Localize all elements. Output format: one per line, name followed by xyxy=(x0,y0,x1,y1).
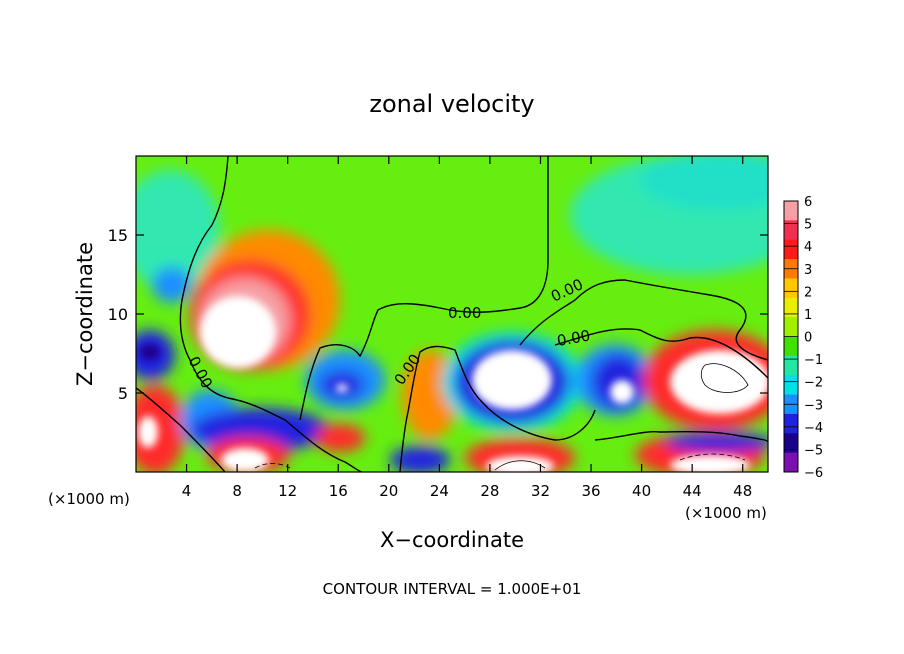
x-tick-label-3: 16 xyxy=(329,482,348,500)
y-tick-label-1: 10 xyxy=(108,305,128,324)
colorbar-swatch-6 xyxy=(784,317,798,337)
colorbar-label-4: 2 xyxy=(804,285,812,300)
colorbar: 6 5 4 3 2 1 0 −1 −2 −3 −4 −5 −6 xyxy=(783,195,823,481)
colorbar-label-6: 0 xyxy=(804,331,812,346)
colorbar-label-7: −1 xyxy=(804,353,823,368)
colorbar-swatch-12 xyxy=(784,433,798,454)
colorbar-label-12: −6 xyxy=(804,466,823,481)
x-tick-label-7: 32 xyxy=(531,482,550,500)
colorbar-swatch-1 xyxy=(784,220,798,241)
core-white-mid-small xyxy=(336,384,348,392)
colorbar-swatch-0 xyxy=(784,201,798,221)
core-white-bottom-b xyxy=(486,456,554,472)
chart-title: zonal velocity xyxy=(369,90,534,118)
core-white-bottom-c xyxy=(670,455,750,472)
colorbar-label-9: −3 xyxy=(804,398,823,413)
contour-line-dashed-b xyxy=(679,453,746,461)
core-white-bottom-a xyxy=(221,448,269,472)
contour-line-thin-right xyxy=(700,363,749,393)
colorbar-label-10: −4 xyxy=(804,421,823,436)
core-white-mid xyxy=(472,350,552,410)
colorbar-swatch-2 xyxy=(784,239,798,260)
contour-line-right-lower xyxy=(554,328,768,379)
y-axis-label: Z−coordinate xyxy=(73,242,97,386)
core-white-right-mid xyxy=(610,380,634,404)
x-tick-label-5: 24 xyxy=(430,482,449,500)
x-tick-label-10: 44 xyxy=(683,482,702,500)
y-tick-label-2: 15 xyxy=(108,226,128,245)
core-white-right xyxy=(670,350,768,414)
x-tick-label-1: 8 xyxy=(232,482,242,500)
x-tick-label-2: 12 xyxy=(278,482,297,500)
field-cores xyxy=(138,296,768,472)
core-white-left xyxy=(200,296,276,368)
blob-blue-left xyxy=(152,267,192,303)
x-axis-label: X−coordinate xyxy=(380,528,524,552)
colorbar-label-8: −2 xyxy=(804,376,823,391)
contour-line-bottom-right xyxy=(594,430,768,443)
contour-line-center xyxy=(399,345,596,472)
contour-interval-footnote: CONTOUR INTERVAL = 1.000E+01 xyxy=(323,580,582,598)
x-unit-left: (×1000 m) xyxy=(48,490,130,508)
blob-blue-bottom-b xyxy=(390,446,450,472)
colorbar-swatch-8 xyxy=(784,355,798,376)
x-tick-label-0: 4 xyxy=(182,482,192,500)
core-purple-left xyxy=(140,344,160,360)
contour-line-left-lower xyxy=(136,387,226,472)
colorbar-swatch-5 xyxy=(784,297,798,318)
y-axis-ticks: 5 10 15 xyxy=(108,226,768,403)
blob-cyan-left xyxy=(136,170,220,290)
colorbar-swatch-13 xyxy=(784,452,798,473)
colorbar-label-3: 3 xyxy=(804,263,812,278)
colorbar-swatch-4 xyxy=(784,278,798,299)
core-white-bottom-left xyxy=(138,416,158,448)
heatmap-field: 0.00 0.00 0.00 0.00 0.00 xyxy=(136,156,768,472)
x-tick-label-11: 48 xyxy=(733,482,752,500)
colorbar-swatch-11 xyxy=(784,413,798,434)
x-tick-label-6: 28 xyxy=(480,482,499,500)
x-axis-ticks: 4 8 12 16 20 24 28 32 36 40 44 48 xyxy=(182,156,752,500)
colorbar-label-5: 1 xyxy=(804,308,812,323)
blob-red-bottom-b xyxy=(315,424,365,452)
x-tick-label-4: 20 xyxy=(379,482,398,500)
contour-label-c: 0.00 xyxy=(556,326,592,350)
colorbar-label-0: 6 xyxy=(804,195,812,210)
y-tick-label-0: 5 xyxy=(118,384,128,403)
colorbar-label-11: −5 xyxy=(804,443,823,458)
contour-label-a: 0.00 xyxy=(448,304,481,322)
blob-cyan-top-right xyxy=(640,156,768,210)
x-tick-label-8: 36 xyxy=(581,482,600,500)
contour-line-thin-bottom xyxy=(494,460,546,471)
blob-blue-bottom-c xyxy=(665,432,768,452)
contour-line-left-vertical xyxy=(179,156,363,472)
colorbar-label-1: 5 xyxy=(804,218,812,233)
blob-red-bottom-left xyxy=(136,385,185,472)
x-tick-label-9: 40 xyxy=(632,482,651,500)
contour-line-right xyxy=(519,279,768,361)
x-unit-right: (×1000 m) xyxy=(685,504,767,522)
contour-line-mid xyxy=(299,156,549,421)
colorbar-swatch-9 xyxy=(784,375,798,396)
colorbar-label-2: 4 xyxy=(804,240,812,255)
colorbar-swatch-7 xyxy=(784,336,798,357)
